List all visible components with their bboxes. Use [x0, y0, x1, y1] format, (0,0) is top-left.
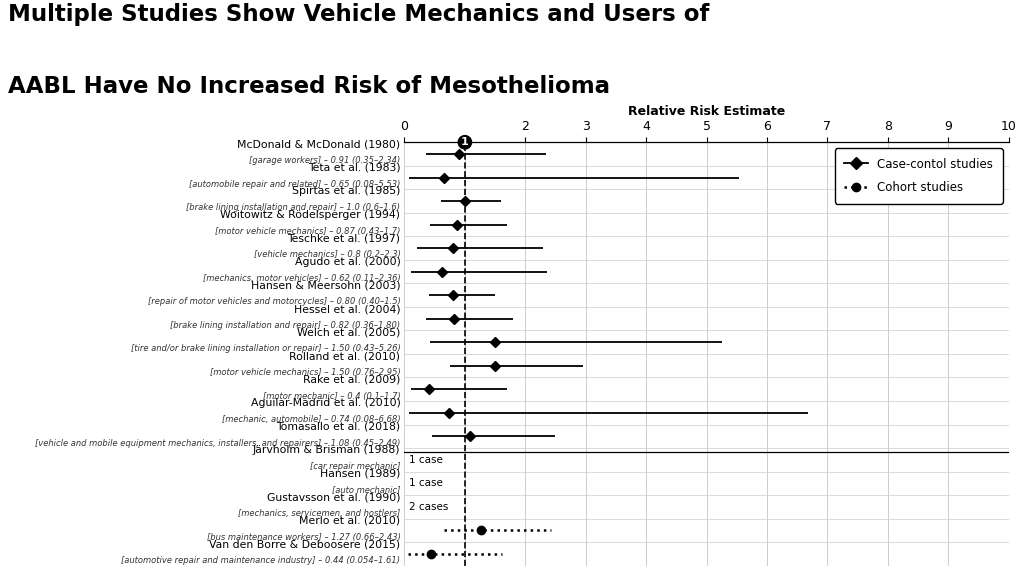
Text: [vehicle and mobile equipment mechanics, installers, and repairers] – 1.08 (0.45: [vehicle and mobile equipment mechanics,…	[35, 438, 400, 448]
Text: [motor vehicle mechanics] – 0.87 (0.43–1.7): [motor vehicle mechanics] – 0.87 (0.43–1…	[215, 227, 400, 236]
X-axis label: Relative Risk Estimate: Relative Risk Estimate	[628, 105, 785, 119]
Text: Järvholm & Brisman (1988): Järvholm & Brisman (1988)	[253, 445, 400, 455]
Text: [bus maintenance workers] – 1.27 (0.66–2.43): [bus maintenance workers] – 1.27 (0.66–2…	[207, 533, 400, 541]
Text: Rolland et al. (2010): Rolland et al. (2010)	[290, 351, 400, 361]
Text: Gustavsson et al. (1990): Gustavsson et al. (1990)	[267, 492, 400, 502]
Text: 1 case: 1 case	[410, 478, 443, 488]
Text: Multiple Studies Show Vehicle Mechanics and Users of: Multiple Studies Show Vehicle Mechanics …	[8, 3, 710, 26]
Text: 1 case: 1 case	[410, 455, 443, 465]
Text: [brake lining installation and repair] – 0.82 (0.36–1.80): [brake lining installation and repair] –…	[170, 321, 400, 330]
Legend: Case-contol studies, Cohort studies: Case-contol studies, Cohort studies	[835, 148, 1002, 204]
Text: [mechanics, servicemen, and hostlers]: [mechanics, servicemen, and hostlers]	[239, 509, 400, 518]
Text: [automotive repair and maintenance industry] – 0.44 (0.054–1.61): [automotive repair and maintenance indus…	[122, 556, 400, 565]
Text: 1: 1	[461, 137, 469, 147]
Text: McDonald & McDonald (1980): McDonald & McDonald (1980)	[238, 139, 400, 149]
Text: Woitowitz & Rödelsperger (1994): Woitowitz & Rödelsperger (1994)	[220, 210, 400, 220]
Text: [motor vehicle mechanics] – 1.50 (0.76–2.95): [motor vehicle mechanics] – 1.50 (0.76–2…	[210, 368, 400, 377]
Text: [auto mechanic]: [auto mechanic]	[332, 486, 400, 495]
Text: Rake et al. (2009): Rake et al. (2009)	[303, 374, 400, 385]
Text: [motor mechanic] – 0.4 (0.1–1.7): [motor mechanic] – 0.4 (0.1–1.7)	[262, 392, 400, 400]
Text: Spirtas et al. (1985): Spirtas et al. (1985)	[292, 187, 400, 196]
Text: Teta et al. (1983): Teta et al. (1983)	[308, 163, 400, 173]
Text: Agudo et al. (2000): Agudo et al. (2000)	[295, 257, 400, 267]
Text: [automobile repair and related] – 0.65 (0.08–5.53): [automobile repair and related] – 0.65 (…	[189, 180, 400, 189]
Text: 2 cases: 2 cases	[410, 502, 449, 512]
Text: [vehicle mechanics] – 0.8 (0.2–2.3): [vehicle mechanics] – 0.8 (0.2–2.3)	[254, 251, 400, 259]
Text: [garage workers] – 0.91 (0.35–2.34): [garage workers] – 0.91 (0.35–2.34)	[249, 156, 400, 165]
Text: [mechanics, motor vehicles] – 0.62 (0.11–2.36): [mechanics, motor vehicles] – 0.62 (0.11…	[203, 274, 400, 283]
Text: Welch et al. (2005): Welch et al. (2005)	[297, 328, 400, 338]
Text: Aguilar-Madrid et al. (2010): Aguilar-Madrid et al. (2010)	[251, 398, 400, 408]
Text: Teschke et al. (1997): Teschke et al. (1997)	[288, 233, 400, 244]
Text: Merlo et al. (2010): Merlo et al. (2010)	[299, 516, 400, 526]
Text: [car repair mechanic]: [car repair mechanic]	[310, 462, 400, 471]
Text: [brake lining installation and repair] – 1.0 (0.6–1.6): [brake lining installation and repair] –…	[186, 203, 400, 213]
Text: Hansen & Meersohn (2003): Hansen & Meersohn (2003)	[251, 281, 400, 290]
Text: AABL Have No Increased Risk of Mesothelioma: AABL Have No Increased Risk of Mesotheli…	[8, 75, 610, 98]
Text: [mechanic, automobile] – 0.74 (0.08–6.68): [mechanic, automobile] – 0.74 (0.08–6.68…	[222, 415, 400, 424]
Text: [repair of motor vehicles and motorcycles] – 0.80 (0.40–1.5): [repair of motor vehicles and motorcycle…	[147, 297, 400, 306]
Text: [tire and/or brake lining installation or repair] – 1.50 (0.43–5.26): [tire and/or brake lining installation o…	[131, 344, 400, 354]
Text: Hessel et al. (2004): Hessel et al. (2004)	[294, 304, 400, 314]
Text: Hansen (1989): Hansen (1989)	[321, 469, 400, 479]
Text: Tomasallo et al. (2018): Tomasallo et al. (2018)	[276, 422, 400, 431]
Text: Van den Borre & Deboosere (2015): Van den Borre & Deboosere (2015)	[209, 539, 400, 550]
